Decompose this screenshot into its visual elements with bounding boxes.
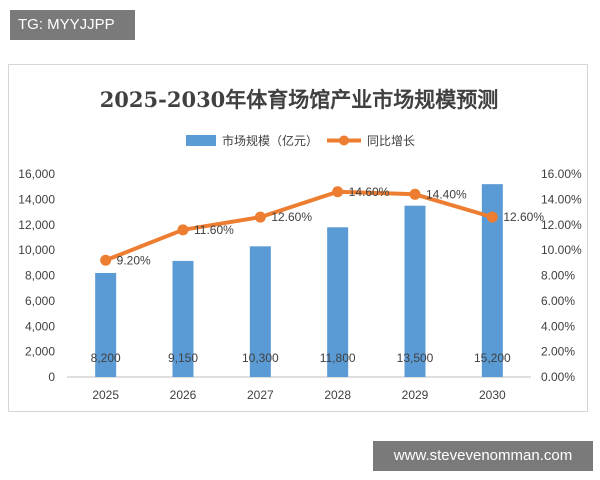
- x-tick-label: 2027: [247, 388, 274, 402]
- line-value-label: 14.60%: [349, 185, 390, 199]
- line-point: [100, 254, 112, 266]
- bar: [481, 184, 503, 377]
- y-right-tick-label: 10.00%: [541, 243, 582, 257]
- line-point: [332, 186, 344, 198]
- y-right-tick-label: 12.00%: [541, 218, 582, 232]
- line-point: [177, 224, 189, 236]
- bar-value-label: 11,800: [320, 351, 356, 365]
- x-tick-label: 2026: [170, 388, 197, 402]
- y-left-tick-label: 12,000: [18, 218, 55, 232]
- x-tick-label: 2029: [402, 388, 429, 402]
- y-right-tick-label: 14.00%: [541, 192, 582, 206]
- bar-value-label: 9,150: [168, 351, 198, 365]
- legend-label-bar: 市场规模（亿元）: [222, 133, 318, 148]
- bar: [172, 260, 194, 377]
- bar: [95, 272, 117, 377]
- y-right-tick-label: 8.00%: [541, 269, 575, 283]
- y-right-tick-label: 4.00%: [541, 319, 575, 333]
- site-badge: www.stevevenomman.com: [373, 441, 593, 471]
- x-tick-label: 2025: [92, 388, 119, 402]
- line-value-label: 11.60%: [194, 223, 234, 237]
- y-left-tick-label: 4,000: [25, 319, 55, 333]
- bar: [327, 227, 349, 377]
- bar-value-label: 13,500: [397, 351, 434, 365]
- y-right-tick-label: 16.00%: [541, 167, 582, 181]
- y-left-tick-label: 6,000: [25, 294, 55, 308]
- y-left-tick-label: 0: [48, 370, 55, 384]
- x-tick-label: 2030: [479, 388, 506, 402]
- line-value-label: 9.20%: [117, 253, 151, 267]
- y-left-tick-label: 2,000: [25, 345, 55, 359]
- legend-marker-line: [339, 135, 349, 146]
- x-tick-label: 2028: [324, 388, 351, 402]
- tg-badge: TG: MYYJJPP: [10, 10, 135, 40]
- y-right-tick-label: 0.00%: [541, 370, 575, 384]
- y-right-tick-label: 6.00%: [541, 294, 575, 308]
- chart-frame: 2025-2030年体育场馆产业市场规模预测市场规模（亿元） 同比增长 0 2,000…: [8, 64, 588, 412]
- legend-swatch-bar: [186, 135, 216, 146]
- line-point: [486, 211, 498, 223]
- y-right-tick-label: 2.00%: [541, 345, 575, 359]
- line-point: [254, 211, 266, 223]
- bar-value-label: 10,300: [242, 351, 279, 365]
- line-value-label: 12.60%: [503, 210, 544, 224]
- y-left-tick-label: 16,000: [18, 167, 55, 181]
- bar: [249, 246, 271, 377]
- chart-title: 2025-2030年体育场馆产业市场规模预测: [100, 87, 499, 112]
- y-left-tick-label: 10,000: [18, 243, 55, 257]
- y-left-tick-label: 14,000: [18, 192, 55, 206]
- line-value-label: 14.40%: [426, 187, 467, 201]
- legend-label-line: 同比增长: [367, 134, 415, 148]
- line-value-label: 12.60%: [271, 210, 312, 224]
- y-left-tick-label: 8,000: [25, 269, 55, 283]
- bar: [404, 205, 426, 377]
- bar-value-label: 8,200: [91, 351, 121, 365]
- growth-line: [103, 189, 495, 263]
- line-point: [409, 188, 421, 200]
- bar-value-label: 15,200: [474, 351, 511, 365]
